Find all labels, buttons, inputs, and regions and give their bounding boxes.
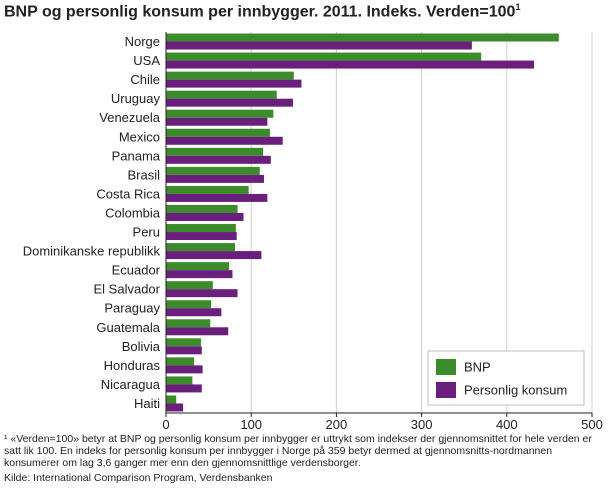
category-label: Ecuador [112, 263, 161, 278]
bar-bnp [166, 109, 274, 118]
source: Kilde: International Comparison Program,… [4, 472, 273, 484]
bar-bnp [166, 262, 230, 271]
bar-bnp [166, 166, 260, 175]
bar-konsum [166, 136, 283, 145]
bar-konsum [166, 212, 244, 221]
bar-bnp [166, 128, 270, 137]
bar-konsum [166, 60, 535, 69]
category-label: El Salvador [94, 282, 161, 297]
x-tick-label: 400 [496, 417, 518, 430]
legend-label: Personlig konsum [464, 383, 567, 398]
category-label: Peru [133, 225, 160, 240]
bar-konsum [166, 384, 202, 393]
category-label: Costa Rica [96, 186, 160, 201]
category-label: Norge [125, 34, 160, 49]
bar-konsum [166, 403, 184, 412]
bar-bnp [166, 319, 211, 328]
bar-bnp [166, 281, 213, 290]
legend-swatch [436, 382, 456, 398]
x-tick-label: 200 [326, 417, 348, 430]
category-label: Bolivia [122, 339, 161, 354]
x-tick-label: 0 [162, 417, 169, 430]
category-label: Chile [130, 72, 160, 87]
bar-bnp [166, 395, 177, 404]
bar-bnp [166, 185, 249, 194]
bar-konsum [166, 174, 264, 183]
category-label: Colombia [105, 205, 161, 220]
category-labels: Norge USA Chile Uruguay Venezuela Mexico Panam… [23, 34, 161, 411]
category-label: Dominikanske republikk [23, 244, 161, 259]
bar-bnp [166, 71, 294, 80]
category-label: Brasil [127, 167, 160, 182]
bar-konsum [166, 79, 302, 88]
bar-konsum [166, 193, 268, 202]
category-label: Mexico [119, 129, 160, 144]
legend-label: BNP [464, 360, 491, 375]
category-label: USA [133, 53, 160, 68]
bar-bnp [166, 338, 201, 347]
bar-bnp [166, 224, 236, 233]
bar-konsum [166, 41, 472, 50]
category-label: Guatemala [96, 320, 160, 335]
bar-bnp [166, 147, 264, 156]
category-label: Paraguay [104, 301, 160, 316]
x-tick-label: 500 [581, 417, 603, 430]
bar-bnp [166, 204, 238, 213]
bar-konsum [166, 251, 262, 260]
bars [166, 33, 559, 412]
x-tick-labels: 0 100 200 300 400 500 [162, 413, 603, 430]
bar-konsum [166, 308, 222, 317]
bar-bnp [166, 33, 559, 42]
bar-konsum [166, 98, 293, 107]
category-label: Panama [112, 148, 161, 163]
bar-konsum [166, 289, 238, 298]
bar-konsum [166, 155, 271, 164]
bar-konsum [166, 232, 237, 241]
title-footnote-mark: 1 [515, 2, 521, 12]
legend-swatch [436, 359, 456, 375]
category-label: Haiti [134, 396, 160, 411]
bar-konsum [166, 365, 203, 374]
bar-konsum [166, 270, 233, 279]
category-label: Honduras [104, 358, 161, 373]
chart-title: BNP og personlig konsum per innbygger. 2… [4, 2, 521, 21]
bar-bnp [166, 90, 277, 99]
x-tick-label: 300 [411, 417, 433, 430]
bar-bnp [166, 243, 236, 252]
bar-bnp [166, 300, 212, 309]
legend: BNP Personlig konsum [427, 350, 585, 406]
category-label: Venezuela [99, 110, 160, 125]
bar-chart: Norge USA Chile Uruguay Venezuela Mexico Panam… [23, 32, 603, 430]
footnote: ¹ «Verden=100» betyr at BNP og personlig… [4, 433, 592, 469]
bar-bnp [166, 52, 482, 61]
bar-bnp [166, 357, 195, 366]
x-tick-label: 100 [240, 417, 262, 430]
bar-bnp [166, 376, 193, 385]
bar-konsum [166, 117, 268, 126]
bar-konsum [166, 327, 229, 336]
category-label: Uruguay [111, 91, 161, 106]
category-label: Nicaragua [101, 377, 161, 392]
bar-konsum [166, 346, 202, 355]
